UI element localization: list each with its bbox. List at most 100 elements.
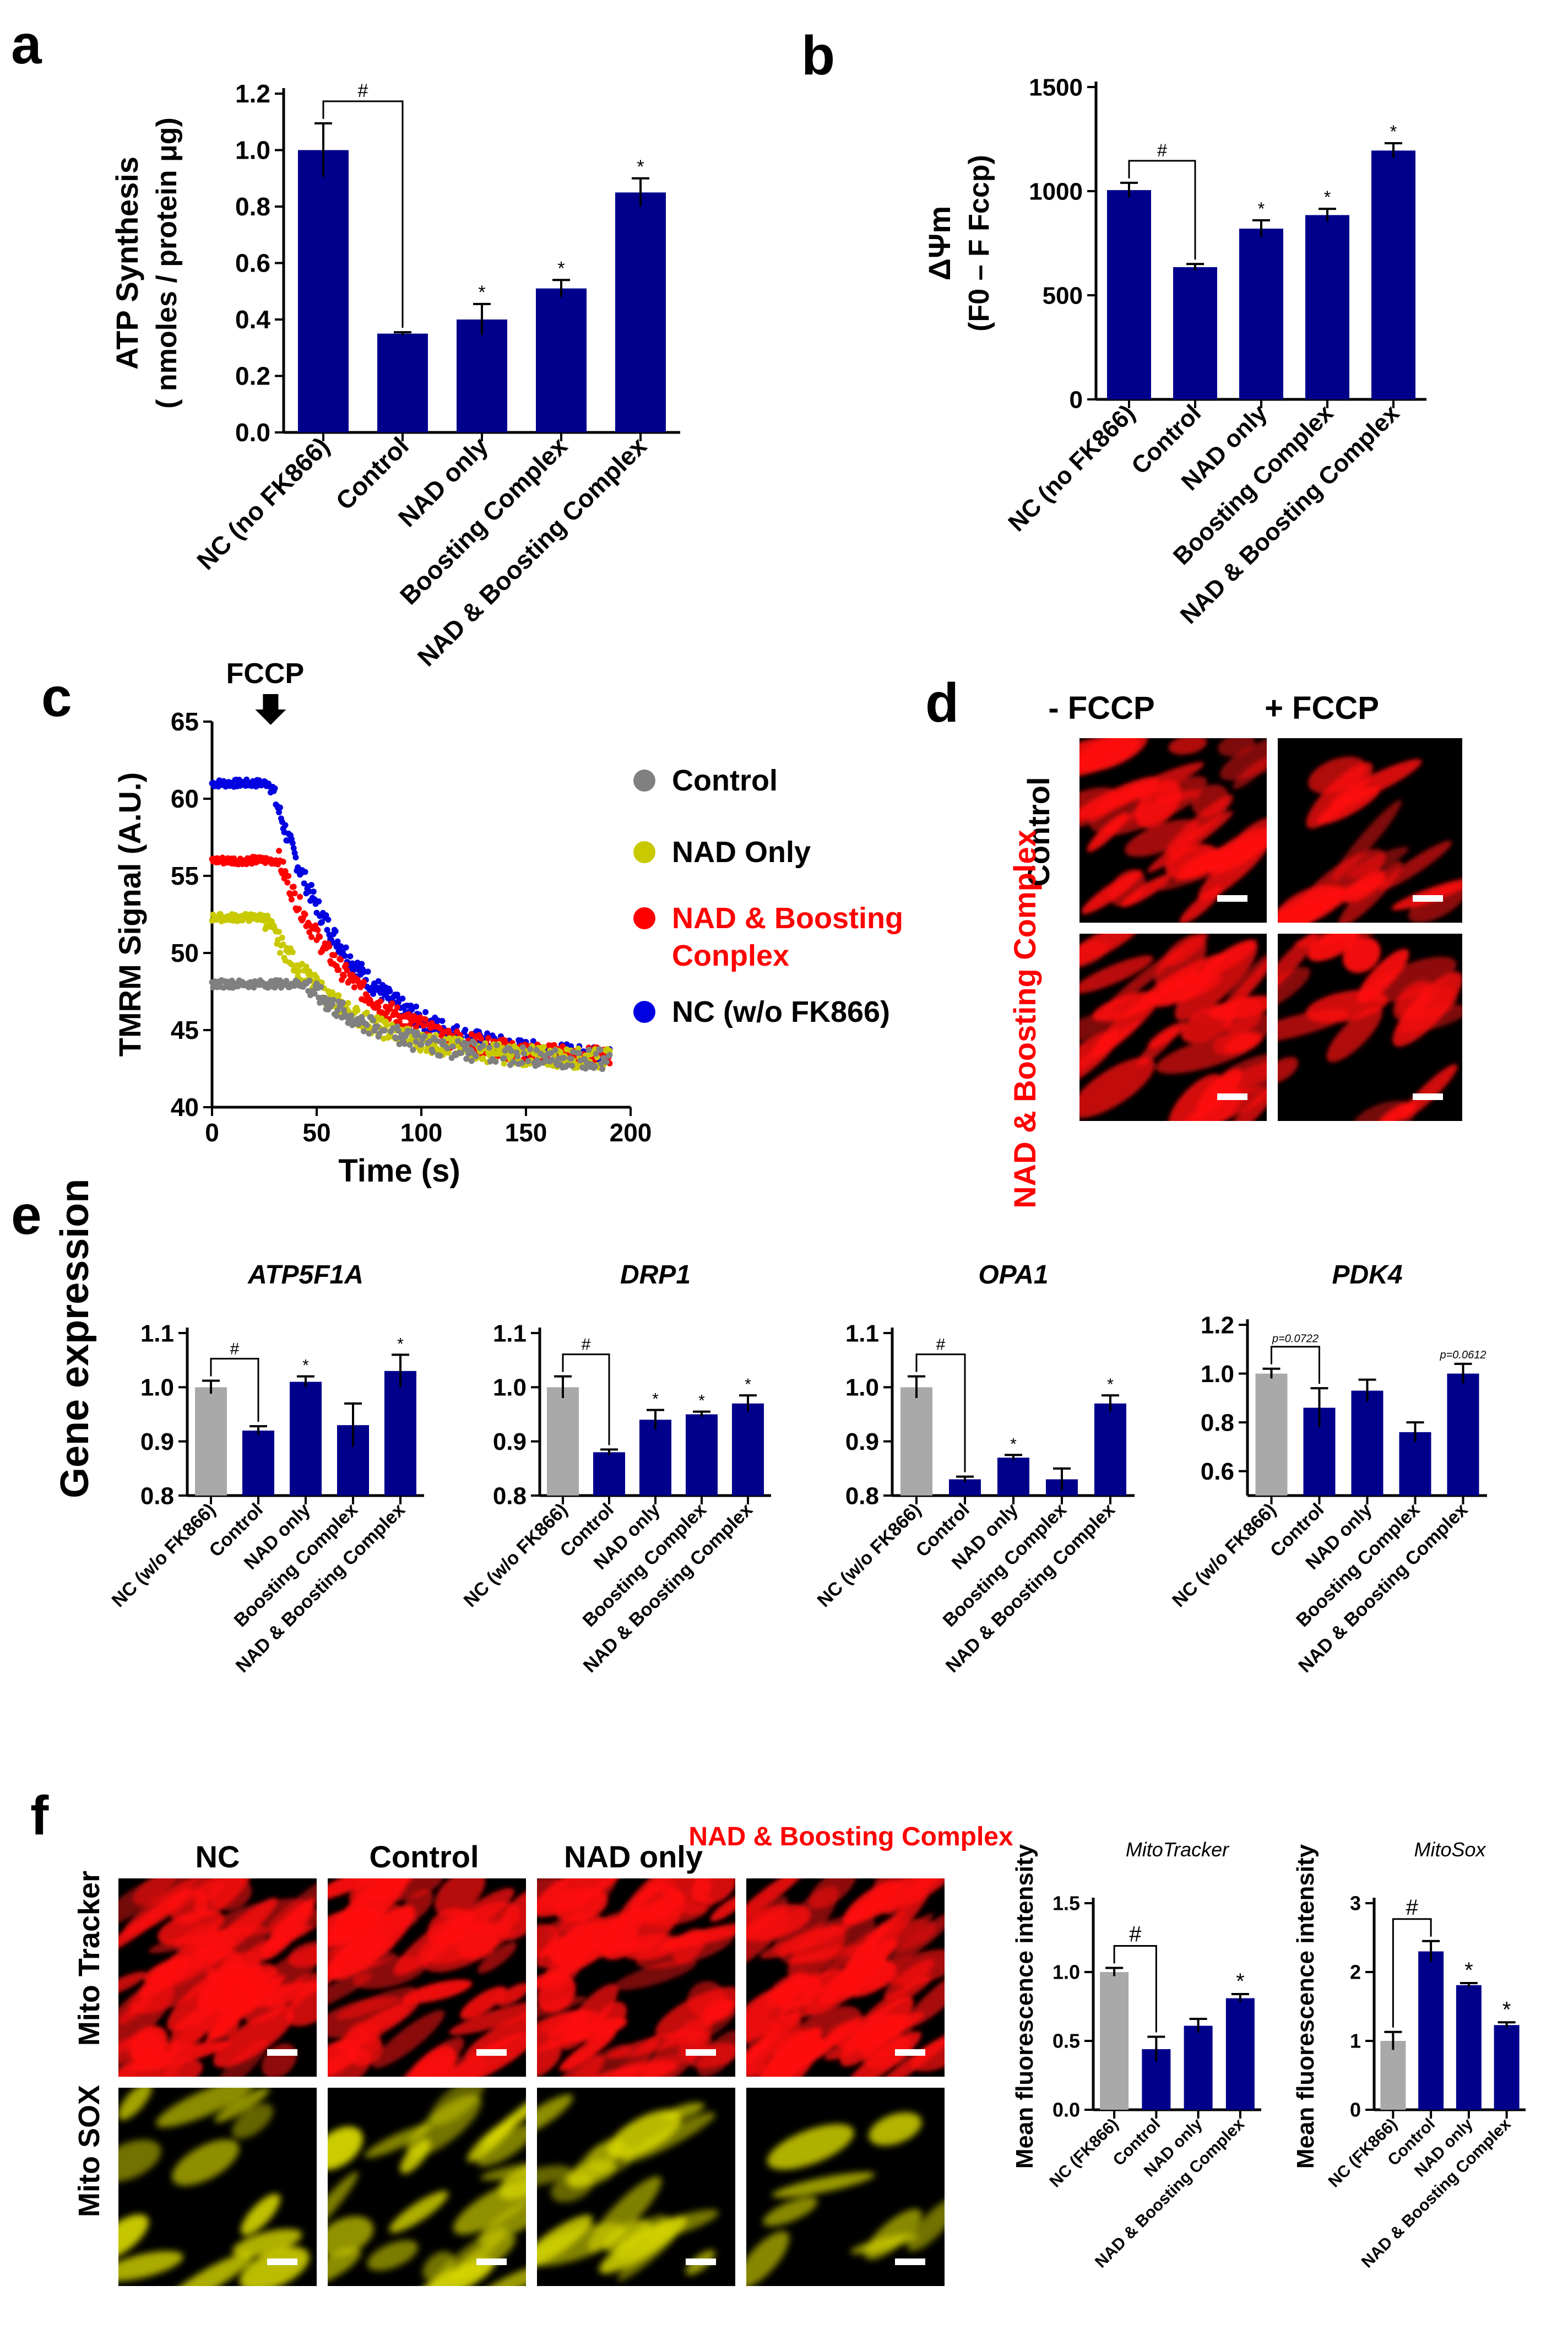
- micro-f-mitosox-1: [328, 2088, 526, 2286]
- cell-shape: [118, 1986, 175, 2056]
- data-point: [382, 1027, 388, 1034]
- data-point: [344, 967, 350, 974]
- cell-shape: [1278, 934, 1317, 997]
- cell-shape: [165, 2252, 254, 2286]
- cell-shape: [1343, 870, 1386, 903]
- data-point: [296, 906, 302, 912]
- y-tick-label: 0.8: [235, 192, 270, 221]
- micrograph-cells: [1079, 738, 1267, 923]
- x-tick-label: 100: [400, 1118, 443, 1147]
- cell-shape: [497, 1983, 526, 2006]
- data-point: [592, 1063, 598, 1070]
- micrograph-grid-d: [1079, 738, 1462, 1121]
- data-point: [478, 1035, 484, 1042]
- cell-shape: [545, 1878, 617, 1954]
- cell-shape: [328, 1973, 372, 2017]
- data-point: [484, 1030, 491, 1037]
- cell-shape: [1125, 819, 1200, 857]
- cell-shape: [1326, 1006, 1382, 1063]
- bar-0: [1100, 1972, 1129, 2110]
- cell-shape: [691, 1878, 735, 1905]
- bar-2: [1239, 229, 1283, 399]
- cell-shape: [1079, 1057, 1155, 1118]
- y-tick-label: 0.9: [493, 1428, 527, 1455]
- cell-shape: [537, 2010, 600, 2052]
- data-point: [560, 1055, 567, 1061]
- data-point: [415, 1032, 421, 1039]
- data-point: [306, 929, 313, 935]
- data-point: [308, 881, 314, 888]
- cell-shape: [1181, 1003, 1236, 1043]
- cell-shape: [328, 1878, 391, 1901]
- scale-bar: [1413, 895, 1443, 902]
- data-point: [389, 1000, 395, 1007]
- bracket-label: #: [230, 1340, 240, 1358]
- y-tick-label: 0.9: [140, 1428, 174, 1455]
- data-point: [272, 785, 278, 792]
- data-point: [413, 1003, 419, 1010]
- x-axis-title: Time (s): [338, 1153, 460, 1189]
- x-tick-label: 0: [205, 1118, 219, 1147]
- cell-shape: [328, 2247, 361, 2286]
- category-label-0: NC (w/o FK866): [1168, 1499, 1280, 1611]
- panel-letter-c: c: [41, 667, 72, 728]
- micro-f-mitotracker-2: [537, 1878, 735, 2077]
- y-tick-label: 0.0: [1052, 2099, 1080, 2121]
- significance-label-2: *: [652, 1390, 659, 1409]
- y-tick-label: 3: [1350, 1892, 1361, 1915]
- cell-shape: [1168, 934, 1208, 966]
- bracket-label: #: [582, 1336, 591, 1354]
- bar-3: [1225, 1998, 1255, 2110]
- cell-shape: [1365, 956, 1457, 1004]
- cell-shape: [1079, 738, 1138, 774]
- legend-label-1: NAD Only: [672, 836, 811, 869]
- cell-shape: [771, 2029, 820, 2076]
- bar-2: [639, 1420, 671, 1496]
- cell-shape: [565, 2159, 617, 2187]
- category-label-0: NC (no FK866): [1003, 399, 1140, 537]
- data-point: [493, 1042, 500, 1048]
- bar-4: [1371, 150, 1415, 399]
- comparison-bracket: [1128, 160, 1196, 260]
- cell-shape: [457, 1926, 498, 1960]
- bar-3: [536, 288, 587, 432]
- data-point: [413, 1024, 419, 1031]
- data-point: [359, 961, 365, 967]
- data-point: [276, 848, 283, 854]
- cell-shape: [1396, 1005, 1462, 1033]
- y-tick-label: 0.0: [235, 418, 270, 447]
- data-point: [480, 1055, 486, 1061]
- data-point: [261, 917, 268, 924]
- micrograph-cells: [537, 2094, 719, 2281]
- significance-label-3: *: [698, 1392, 705, 1410]
- bar-1: [242, 1431, 274, 1496]
- cell-shape: [1343, 937, 1381, 973]
- cell-shape: [1081, 870, 1143, 914]
- cell-shape: [364, 2124, 432, 2158]
- chart-gene-opa1: 0.80.91.01.1**#NC (w/o FK866)ControlNAD …: [813, 1260, 1135, 1677]
- micro-f-mitotracker-1: [328, 1878, 526, 2077]
- legend-marker-2: [633, 907, 655, 929]
- chart-title: OPA1: [978, 1260, 1048, 1290]
- cell-shape: [232, 2229, 302, 2257]
- y-tick-label: 1.0: [1052, 1961, 1080, 1984]
- data-point: [597, 1047, 604, 1053]
- cell-shape: [1216, 1077, 1267, 1121]
- y-tick-label: 1000: [1029, 178, 1083, 205]
- category-label-0: NC (FK866): [1046, 2115, 1122, 2191]
- data-point: [291, 890, 298, 897]
- bar-1: [593, 1452, 625, 1496]
- cell-shape: [498, 1888, 526, 1941]
- cell-shape: [1106, 789, 1201, 836]
- category-label-0: NC (w/o FK866): [460, 1499, 572, 1611]
- fccp-annotation: FCCP: [226, 658, 305, 690]
- y-tick-label: 0.8: [140, 1482, 174, 1509]
- cell-shape: [349, 1878, 416, 1905]
- data-point: [347, 953, 354, 960]
- cell-shape: [905, 1968, 945, 2028]
- data-point: [422, 1016, 429, 1023]
- cell-shape: [1317, 786, 1381, 825]
- data-point: [462, 1046, 469, 1052]
- data-point: [410, 1047, 416, 1053]
